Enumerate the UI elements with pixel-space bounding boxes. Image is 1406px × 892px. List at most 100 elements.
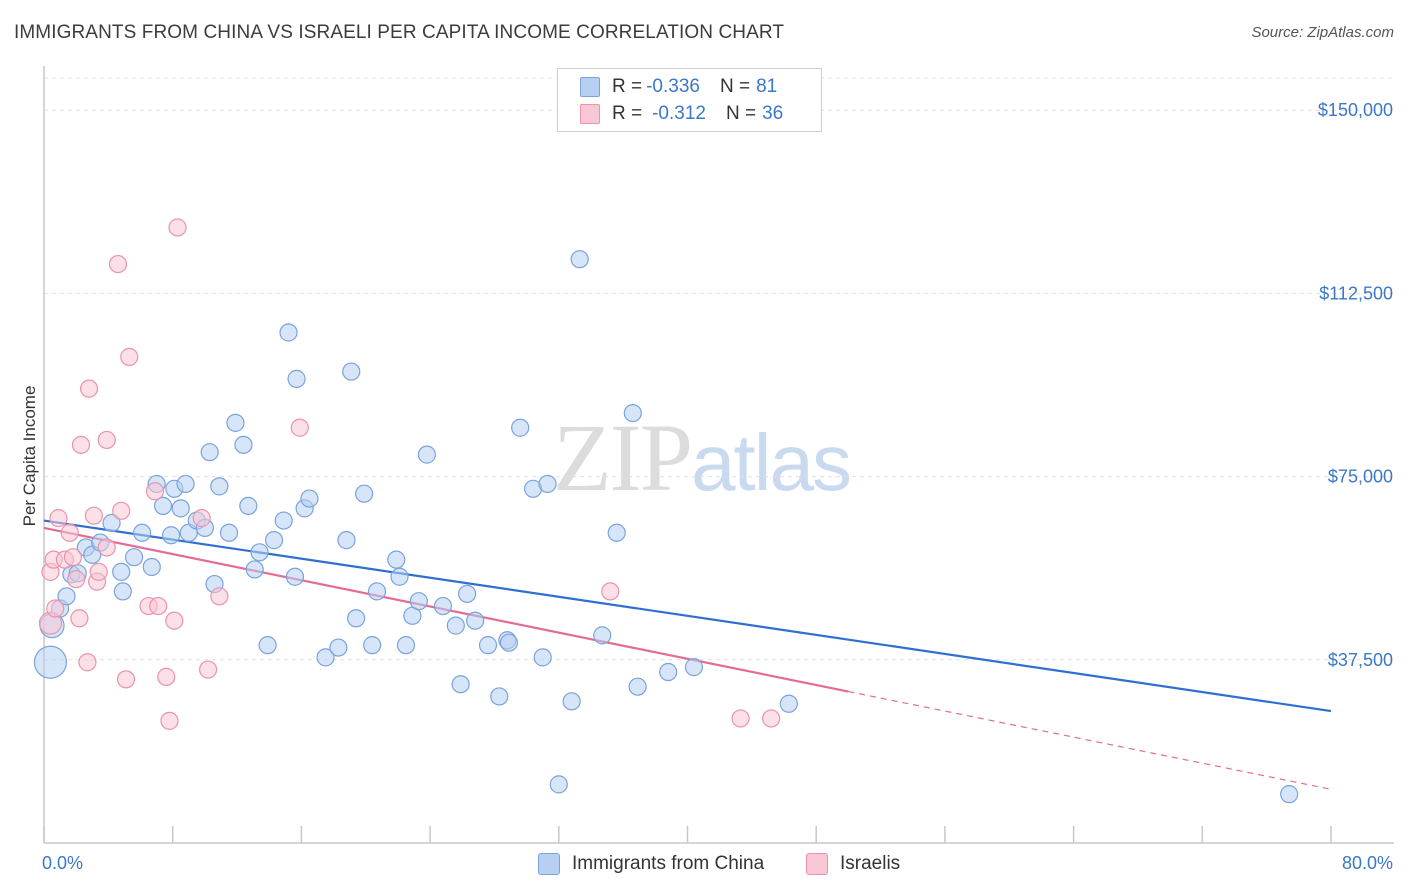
point-china xyxy=(245,560,264,579)
point-china xyxy=(1280,785,1299,804)
point-china xyxy=(490,687,509,706)
israelis-r-label: R = xyxy=(612,103,643,124)
y-axis-title: Per Capita Income xyxy=(20,386,39,527)
point-china xyxy=(396,636,416,655)
stats-legend: R = -0.336 N = 81 R = -0.312 N = 36 xyxy=(557,68,822,132)
point-israelis xyxy=(168,218,187,237)
trend-line-china xyxy=(43,519,1332,713)
point-china xyxy=(628,677,647,696)
point-china xyxy=(258,636,277,655)
legend-china-label: Immigrants from China xyxy=(572,853,765,874)
point-china xyxy=(316,648,335,667)
x-tick-label-max: 80.0% xyxy=(1342,853,1393,873)
point-israelis xyxy=(601,582,620,601)
israelis-swatch xyxy=(580,104,600,124)
point-china xyxy=(570,250,589,269)
trend-lines xyxy=(43,519,1332,790)
point-china xyxy=(329,638,348,657)
point-china xyxy=(285,567,305,586)
point-israelis xyxy=(116,670,136,689)
point-china xyxy=(234,435,253,454)
point-israelis xyxy=(78,653,97,672)
point-israelis xyxy=(149,596,168,616)
point-china xyxy=(113,582,132,601)
israelis-r-value: -0.312 xyxy=(652,103,706,124)
point-israelis xyxy=(108,254,128,274)
point-israelis xyxy=(46,599,65,618)
source-label: Source: ZipAtlas.com xyxy=(1251,24,1394,41)
point-china xyxy=(171,499,190,518)
point-china xyxy=(538,474,557,494)
watermark: ZIPatlas xyxy=(553,402,852,513)
point-israelis xyxy=(198,660,218,679)
point-china xyxy=(342,362,361,381)
legend-item-china: Immigrants from China xyxy=(538,851,764,877)
point-israelis xyxy=(731,709,750,728)
point-china xyxy=(659,662,678,682)
china-r-value: -0.336 xyxy=(646,76,700,97)
point-china xyxy=(779,694,798,713)
y-tick-label: $150,000 xyxy=(1318,100,1393,120)
chart-title: IMMIGRANTS FROM CHINA VS ISRAELI PER CAP… xyxy=(14,22,785,43)
point-china xyxy=(607,523,626,542)
trend-line-israelis-extension xyxy=(848,690,1332,790)
point-china xyxy=(346,609,366,628)
point-china xyxy=(623,403,642,423)
point-china xyxy=(337,531,356,550)
watermark-zip: ZIP xyxy=(553,404,693,511)
point-china xyxy=(549,775,568,794)
point-israelis xyxy=(71,435,91,454)
point-china xyxy=(409,592,428,611)
point-china xyxy=(264,531,284,550)
point-china xyxy=(142,557,161,577)
point-israelis xyxy=(89,562,108,581)
point-china xyxy=(451,675,470,694)
israelis-n-value: 36 xyxy=(762,103,784,124)
point-china xyxy=(511,418,530,437)
axes xyxy=(43,66,1394,844)
data-points xyxy=(33,218,1299,804)
point-israelis xyxy=(79,379,99,398)
point-china xyxy=(250,543,269,562)
x-tick-label-min: 0.0% xyxy=(42,853,83,873)
point-china xyxy=(478,636,498,655)
china-n-value: 81 xyxy=(756,76,778,97)
point-china xyxy=(133,523,152,542)
point-israelis xyxy=(290,418,309,437)
point-china xyxy=(124,548,144,567)
tick-labels: $37,500 $75,000 $112,500 $150,000 0.0% 80.0% P… xyxy=(20,100,1393,873)
china-swatch xyxy=(580,77,600,97)
israelis-n-label: N = xyxy=(725,103,757,124)
point-china xyxy=(239,496,258,516)
stats-row-israelis: R = -0.312 N = 36 xyxy=(580,101,783,127)
point-israelis xyxy=(210,587,229,606)
y-tick-label: $112,500 xyxy=(1319,283,1393,303)
point-israelis xyxy=(120,347,139,367)
point-china xyxy=(300,489,319,508)
point-israelis xyxy=(165,611,184,630)
point-israelis xyxy=(97,430,116,450)
point-china xyxy=(446,616,465,635)
point-china xyxy=(593,626,612,645)
stats-row-china: R = -0.336 N = 81 xyxy=(580,74,777,100)
point-china xyxy=(112,562,131,581)
china-r-label: R = xyxy=(612,76,643,97)
legend-china-swatch xyxy=(538,853,560,875)
y-tick-label: $37,500 xyxy=(1328,650,1393,670)
point-china xyxy=(499,633,519,652)
legend-item-israelis: Israelis xyxy=(806,851,900,877)
point-china xyxy=(417,445,436,464)
point-china xyxy=(458,584,477,603)
point-china xyxy=(287,369,306,388)
point-israelis xyxy=(60,523,79,542)
point-china xyxy=(176,474,195,494)
y-tick-label: $75,000 xyxy=(1328,467,1393,487)
point-israelis xyxy=(63,548,83,567)
point-china xyxy=(200,443,219,462)
legend-israelis-label: Israelis xyxy=(840,853,901,874)
point-israelis xyxy=(97,538,116,557)
point-china xyxy=(210,477,229,496)
point-china xyxy=(226,413,245,432)
point-china xyxy=(466,611,485,630)
point-china xyxy=(562,692,581,711)
